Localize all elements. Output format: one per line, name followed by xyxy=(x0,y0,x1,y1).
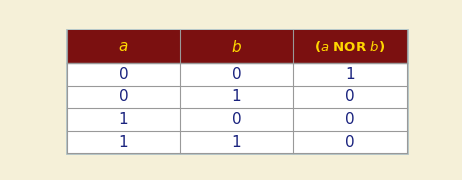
Text: 0: 0 xyxy=(119,67,128,82)
Bar xyxy=(293,30,407,63)
Bar xyxy=(293,131,407,153)
Bar xyxy=(180,86,293,108)
Bar xyxy=(180,63,293,86)
Bar xyxy=(180,108,293,131)
Bar xyxy=(67,30,180,63)
Bar xyxy=(67,63,180,86)
Text: 1: 1 xyxy=(232,89,242,104)
Text: 1: 1 xyxy=(232,134,242,150)
Bar xyxy=(67,86,180,108)
Text: 1: 1 xyxy=(119,112,128,127)
Bar xyxy=(180,131,293,153)
Bar xyxy=(293,108,407,131)
Text: ($\it{a}$ NOR $\it{b}$): ($\it{a}$ NOR $\it{b}$) xyxy=(314,39,386,54)
Bar xyxy=(67,108,180,131)
Bar xyxy=(293,63,407,86)
Bar xyxy=(180,30,293,63)
Bar xyxy=(67,131,180,153)
Text: 0: 0 xyxy=(232,112,242,127)
Text: 0: 0 xyxy=(119,89,128,104)
Text: 0: 0 xyxy=(345,134,355,150)
Text: 0: 0 xyxy=(345,89,355,104)
Bar xyxy=(293,86,407,108)
Text: 1: 1 xyxy=(119,134,128,150)
Text: $\it{a}$: $\it{a}$ xyxy=(118,39,128,54)
Text: 0: 0 xyxy=(232,67,242,82)
Text: 1: 1 xyxy=(345,67,355,82)
Text: 0: 0 xyxy=(345,112,355,127)
Text: $\it{b}$: $\it{b}$ xyxy=(231,39,242,55)
Bar xyxy=(67,30,407,153)
